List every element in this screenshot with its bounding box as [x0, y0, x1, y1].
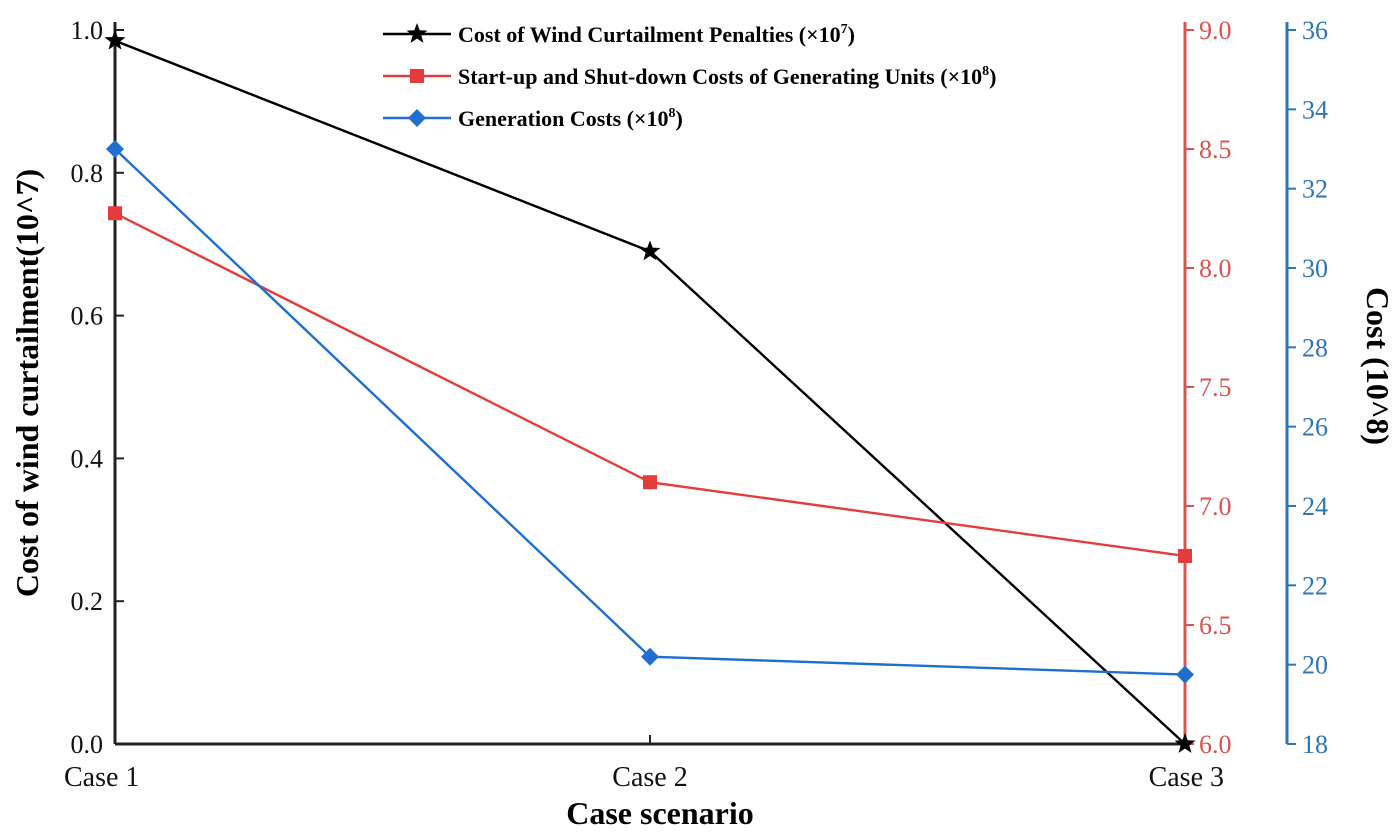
- red-tick-label: 8.5: [1199, 135, 1232, 164]
- legend-marker-star: [406, 23, 428, 43]
- red-tick-label: 8.0: [1199, 254, 1232, 283]
- category-label: Case 1: [64, 762, 139, 793]
- legend: Cost of Wind Curtailment Penalties (×107…: [383, 22, 996, 131]
- x-axis-title: Case scenario: [566, 795, 754, 831]
- legend-exponent: 7: [841, 22, 848, 37]
- category-label: Case 3: [1149, 762, 1224, 793]
- legend-exponent: 8: [982, 64, 989, 79]
- left-y-axis-title: Cost of wind curtailment(10^7): [9, 169, 45, 597]
- red-tick-label: 7.0: [1199, 492, 1232, 521]
- x-axis-ticks: Case 1 Case 2 Case 3: [64, 735, 1224, 793]
- left-tick-label: 0.0: [71, 730, 104, 759]
- legend-label-text: Cost of Wind Curtailment Penalties (×10: [458, 22, 841, 47]
- series-point-star: [639, 240, 661, 261]
- red-tick-label: 6.0: [1199, 730, 1232, 759]
- red-axis-ticks: 6.0 6.5 7.0 7.5 8.0 8.5 9.0: [1185, 16, 1232, 759]
- blue-tick-label: 22: [1302, 571, 1328, 600]
- legend-marker-diamond: [408, 109, 426, 127]
- left-tick-label: 0.4: [71, 444, 104, 473]
- legend-marker-square: [410, 69, 424, 83]
- legend-label: Start-up and Shut-down Costs of Generati…: [458, 64, 996, 89]
- legend-label-text: Start-up and Shut-down Costs of Generati…: [458, 64, 982, 89]
- blue-tick-label: 20: [1302, 651, 1328, 680]
- red-tick-label: 7.5: [1199, 373, 1232, 402]
- red-tick-label: 9.0: [1199, 16, 1232, 45]
- blue-tick-label: 34: [1302, 95, 1328, 124]
- left-axis-ticks: 0.0 0.2 0.4 0.6 0.8 1.0: [71, 16, 124, 759]
- blue-tick-label: 36: [1302, 16, 1328, 45]
- red-tick-label: 6.5: [1199, 611, 1232, 640]
- blue-tick-label: 28: [1302, 333, 1328, 362]
- series-point-square: [1178, 548, 1192, 563]
- series-point-star: [1174, 733, 1196, 753]
- category-label: Case 2: [612, 762, 687, 793]
- blue-tick-label: 26: [1302, 413, 1328, 442]
- series-line-star: [114, 39, 1186, 745]
- left-tick-label: 1.0: [71, 16, 104, 45]
- left-tick-label: 0.2: [71, 587, 104, 616]
- series-point-diamond: [106, 140, 124, 158]
- right-y-axis-title: Cost (10^8): [1360, 287, 1396, 445]
- legend-label: Cost of Wind Curtailment Penalties (×107…: [458, 22, 855, 47]
- series-line-square: [114, 212, 1186, 558]
- series-point-star: [104, 29, 126, 50]
- series-point-square: [108, 206, 122, 221]
- series-point-square: [643, 475, 657, 490]
- series-lines: [114, 39, 1186, 745]
- legend-exponent: 8: [669, 106, 676, 121]
- legend-close: ): [848, 22, 855, 47]
- left-tick-label: 0.6: [71, 302, 104, 331]
- blue-axis-ticks: 18 20 22 24 26 28 30 32 34 36: [1287, 16, 1328, 759]
- blue-tick-label: 30: [1302, 254, 1328, 283]
- series-point-diamond: [641, 647, 659, 666]
- series-point-diamond: [1176, 665, 1194, 684]
- legend-close: ): [676, 106, 683, 131]
- legend-label-text: Generation Costs (×10: [458, 106, 669, 131]
- left-tick-label: 0.8: [71, 159, 104, 188]
- legend-label: Generation Costs (×108): [458, 106, 683, 131]
- series-markers: [104, 29, 1196, 753]
- blue-tick-label: 24: [1302, 492, 1328, 521]
- blue-tick-label: 18: [1302, 730, 1328, 759]
- blue-tick-label: 32: [1302, 175, 1328, 204]
- legend-close: ): [989, 64, 996, 89]
